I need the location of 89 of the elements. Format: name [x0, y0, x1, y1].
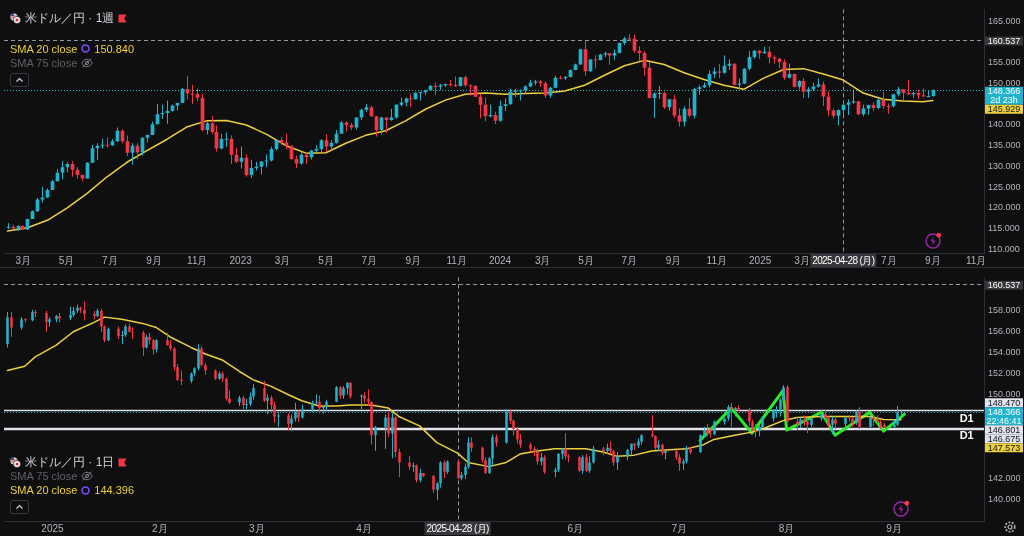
candlestick: [315, 394, 318, 406]
y-tick-label: 120.000: [988, 202, 1021, 213]
legend-label: SMA 75 close: [10, 56, 78, 69]
ref-line-label: 160.537: [987, 35, 1021, 46]
candlestick: [699, 433, 702, 454]
chart-title: 米ドル／円 · 1週: [25, 9, 115, 27]
ref-line-label: 2025-04-28 (月): [812, 254, 875, 266]
x-tick-label: 2024: [488, 254, 512, 266]
text: 145.929: [987, 104, 1021, 115]
candlestick: [180, 369, 183, 386]
candlestick: [374, 425, 377, 452]
y-tick-label: 140.000: [988, 119, 1021, 130]
candlestick: [387, 411, 390, 438]
y-tick-label: 110.000: [988, 243, 1020, 254]
candlestick: [225, 377, 228, 402]
x-tick-label: 4月: [356, 522, 372, 534]
ref-line-label: 146.801: [987, 424, 1021, 435]
x-tick-label: 9月: [146, 254, 162, 266]
x-tick-label: 5月: [58, 254, 75, 266]
candlestick: [398, 448, 401, 478]
x-tick-label: 7月: [361, 254, 378, 266]
y-tick-label: 155.000: [988, 57, 1021, 68]
y-tick-label: 130.000: [988, 160, 1021, 171]
text: SMA 20 close: [10, 42, 78, 55]
y-tick-label: 158.000: [988, 305, 1021, 316]
ref-line-label: 148.366: [987, 406, 1021, 417]
candlestick: [83, 300, 86, 321]
y-tick-label: 156.000: [988, 326, 1021, 337]
x-tick-label: 11月: [446, 254, 467, 266]
y-tick-label: 154.000: [988, 347, 1021, 358]
x-tick-label: 11月: [706, 254, 727, 266]
text: 2d 23h: [990, 95, 1018, 106]
x-tick-label: 2025: [749, 254, 772, 266]
x-tick-label: 9月: [886, 522, 902, 534]
text: SMA 20 close: [10, 484, 78, 496]
x-tick-label: 11月: [965, 254, 987, 266]
annotation: 144.396: [94, 484, 135, 496]
x-tick-label: 6月: [567, 522, 584, 534]
candlestick: [412, 461, 415, 473]
candlestick: [557, 452, 560, 473]
candlestick: [10, 311, 13, 338]
text: 22:46:41: [986, 415, 1022, 426]
y-tick-label: 152.000: [988, 368, 1021, 379]
x-tick-label: 7月: [880, 254, 897, 266]
candlestick: [360, 394, 363, 410]
x-tick-label: 2月: [152, 522, 168, 534]
candlestick: [503, 97, 508, 112]
ref-line-label: 148.470: [987, 397, 1021, 408]
x-tick-label: 3月: [794, 254, 810, 266]
x-tick-label: 3月: [274, 254, 291, 266]
annotation: 150.840: [94, 42, 135, 55]
ref-line-label: 2025-04-28 (月): [426, 522, 489, 534]
y-tick-label: 115.000: [988, 223, 1020, 234]
text: 米ドル／円 · 1日: [25, 453, 115, 471]
x-tick-label: 7月: [671, 522, 688, 534]
annotation: D1: [959, 429, 974, 442]
y-tick-label: 140.000: [988, 493, 1021, 504]
x-tick-label: 8月: [778, 522, 795, 534]
y-tick-label: 150.000: [988, 388, 1021, 399]
legend-label: SMA 75 close: [10, 470, 78, 482]
y-tick-label: 125.000: [988, 181, 1021, 192]
text: 147.573: [987, 442, 1021, 453]
x-tick-label: 7月: [621, 254, 638, 266]
x-tick-label: 2023: [229, 254, 253, 266]
x-tick-label: 2025: [41, 522, 65, 534]
y-tick-label: 165.000: [988, 15, 1021, 26]
x-tick-label: 5月: [578, 254, 594, 266]
legend-label: 146.675: [987, 433, 1021, 444]
x-tick-label: 3月: [15, 254, 31, 266]
y-tick-label: 150.000: [988, 78, 1021, 89]
y-tick-label: 142.000: [988, 472, 1021, 483]
x-tick-label: 9月: [405, 254, 422, 266]
x-tick-label: 5月: [318, 254, 334, 266]
x-tick-label: 9月: [925, 254, 941, 266]
candlestick: [263, 380, 266, 403]
x-tick-label: 7月: [102, 254, 118, 266]
candlestick: [197, 343, 200, 371]
y-tick-label: 135.000: [988, 140, 1021, 151]
ref-line-label: 160.537: [987, 280, 1021, 291]
candlestick: [677, 107, 682, 128]
ref-line-label: 148.366: [987, 86, 1021, 97]
candlestick: [245, 398, 248, 410]
candlestick: [60, 160, 65, 180]
x-tick-label: 11月: [187, 254, 208, 266]
candlestick: [200, 345, 203, 367]
x-tick-label: 3月: [534, 254, 551, 266]
x-tick-label: 3月: [249, 522, 265, 534]
x-tick-label: 9月: [665, 254, 682, 266]
annotation: D1: [959, 412, 974, 425]
